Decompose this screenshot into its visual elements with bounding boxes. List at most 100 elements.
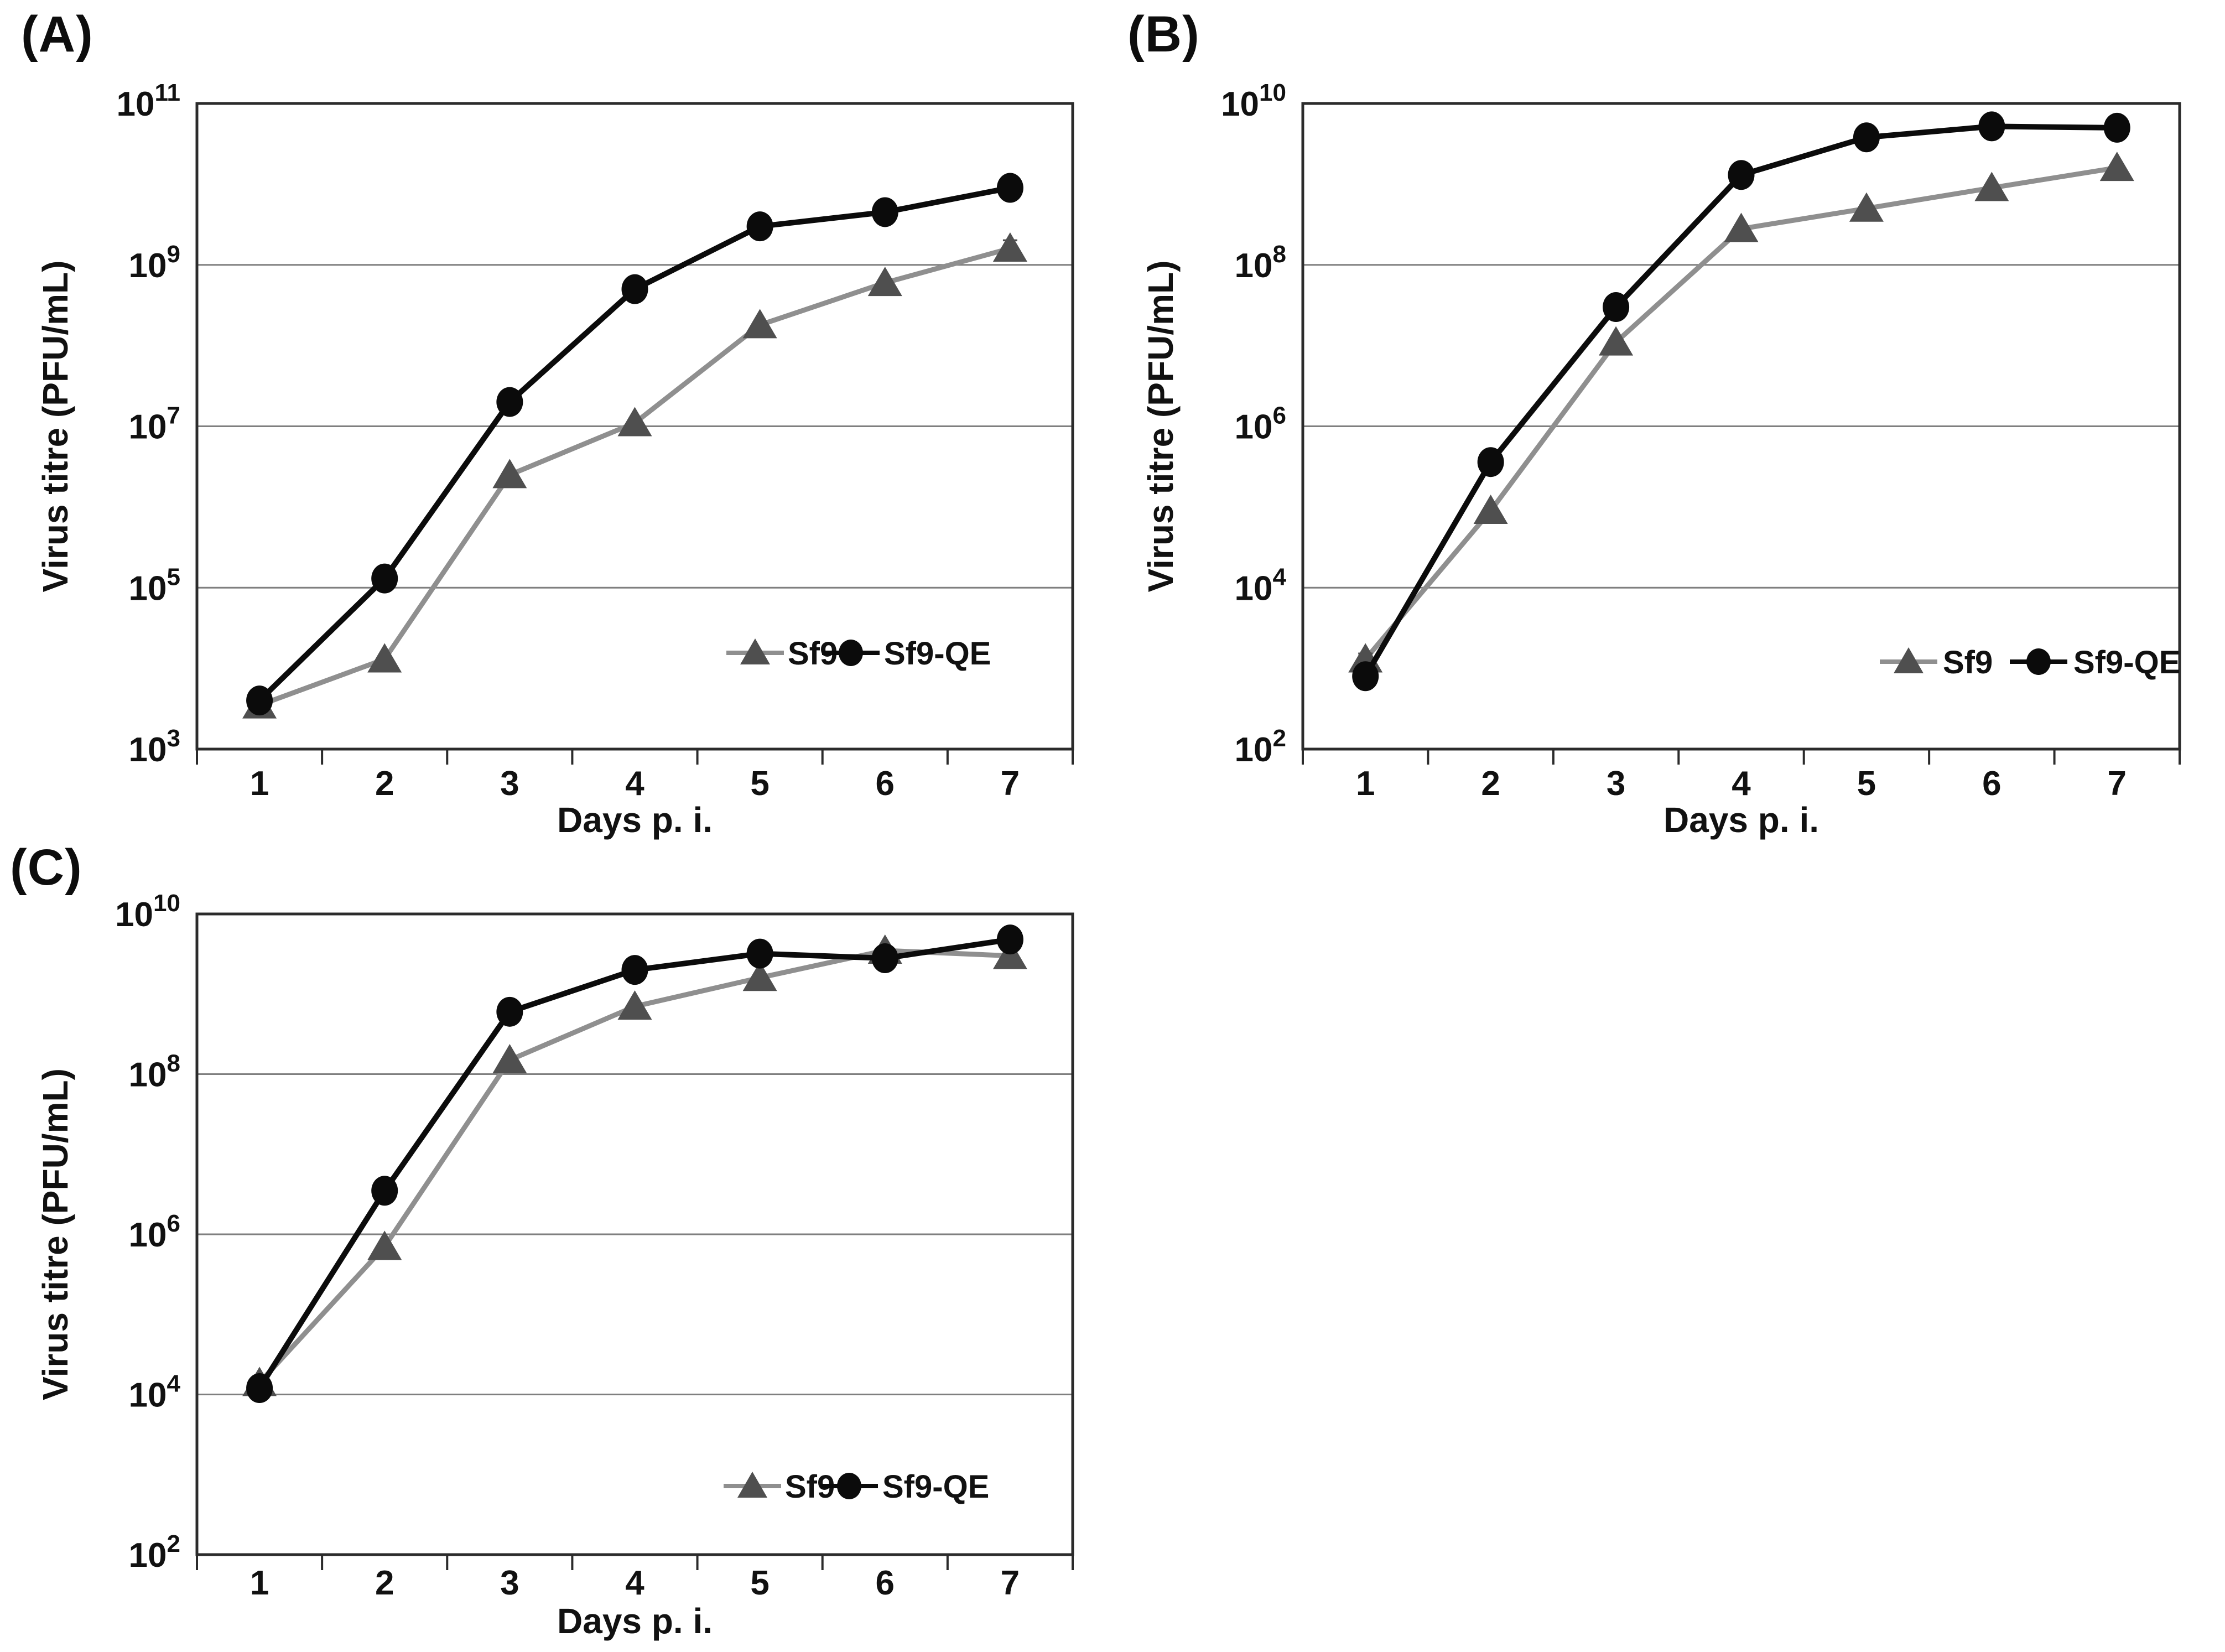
series-line [1363,123,2117,678]
x-tick-label: 1 [250,765,269,803]
y-tick-label: 104 [129,1370,181,1415]
x-axis-title: Days p. i. [557,800,713,840]
triangle-marker [367,643,402,673]
circle-marker [1728,160,1755,190]
y-tick-label: 1011 [117,79,180,123]
series-sf9 [242,934,1027,1396]
circle-marker [496,387,523,417]
triangle-marker [2099,152,2134,181]
circle-marker [871,943,898,974]
y-tick-label: 1010 [115,890,180,934]
legend: Sf9 Sf9-QE [726,636,991,672]
legend: Sf9 Sf9-QE [724,1469,989,1505]
x-tick-label: 2 [1481,765,1500,803]
x-tick-label: 3 [500,1564,519,1602]
y-tick-label: 108 [129,1050,180,1094]
legend-label: Sf9-QE [2073,645,2180,680]
circle-marker [1978,111,2005,142]
circle-icon [839,640,863,666]
x-tick-label: 7 [2108,765,2127,803]
panel-b-chart: 102 104 106 108 1010 1 2 3 4 5 6 7 Days p. i. Virus t… [1141,79,2181,840]
circle-marker [996,173,1023,203]
x-tick-label: 5 [750,765,769,803]
series-sf9-qe [246,173,1023,716]
panel-a-chart: 103 105 107 109 1011 1 2 3 4 5 6 7 Days p. i. Virus t… [35,79,1074,840]
y-axis-title: Virus titre (PFU/mL) [35,1068,75,1400]
series-sf9-qe [246,924,1023,1404]
y-tick-label: 102 [129,1530,180,1575]
series-sf9 [1348,152,2134,673]
circle-marker [621,274,648,304]
x-tick-label: 3 [1607,765,1625,803]
x-tick-label: 6 [876,1564,895,1602]
x-axis-title: Days p. i. [557,1601,713,1641]
circle-marker [746,938,773,969]
x-tick-label: 7 [1001,765,1020,803]
triangle-marker [1473,495,1508,524]
triangle-marker [742,309,777,339]
x-tick-label: 3 [500,765,519,803]
circle-marker [1603,292,1630,323]
triangle-marker [992,939,1027,969]
legend-label: Sf9 [1943,645,1993,680]
legend-label: Sf9-QE [882,1469,989,1505]
triangle-marker [867,267,902,297]
triangle-marker [1599,326,1634,356]
circle-marker [371,1176,398,1206]
x-tick-label: 5 [1857,765,1876,803]
panel-c-chart: 102 104 106 108 1010 1 2 3 4 5 6 7 Days p. i. Virus t… [35,890,1074,1641]
x-tick-label: 7 [1001,1564,1020,1602]
y-tick-label: 103 [129,725,180,769]
series-sf9-qe [1352,111,2130,692]
circle-marker [746,211,773,242]
triangle-marker [492,1044,527,1074]
circle-marker [371,563,398,594]
triangle-marker [617,407,652,437]
plot-frame [195,912,1074,1556]
circle-marker [246,1373,273,1404]
triangle-marker [742,962,777,991]
triangle-marker [617,990,652,1020]
legend-label: Sf9-QE [884,636,991,672]
circle-marker [1853,122,1880,153]
x-tick-label: 1 [1356,765,1375,803]
x-tick-label: 4 [625,765,644,803]
y-tick-label: 102 [1235,725,1286,769]
y-tick-label: 105 [129,563,180,607]
triangle-marker [492,459,527,489]
circle-marker [246,685,273,716]
y-tick-label: 1010 [1221,79,1286,123]
x-tick-label: 1 [250,1564,269,1602]
circle-marker [871,197,898,227]
circle-marker [621,955,648,985]
x-tick-label: 6 [876,765,895,803]
legend: Sf9 Sf9-QE [1880,645,2180,680]
circle-icon [837,1473,861,1499]
triangle-marker [1724,212,1759,242]
circle-marker [2103,112,2130,143]
triangle-icon [737,1472,767,1498]
y-tick-label: 106 [129,1210,180,1254]
circle-marker [496,996,523,1027]
y-axis-title: Virus titre (PFU/mL) [1141,261,1181,593]
plot-frame [195,102,1074,751]
triangle-marker [1849,192,1884,222]
y-tick-label: 108 [1235,241,1286,285]
x-tick-label: 5 [750,1564,769,1602]
panel-label-a: (A) [21,6,93,63]
x-axis-title: Days p. i. [1663,800,1819,840]
triangle-icon [740,638,770,664]
x-tick-label: 6 [1982,765,2001,803]
panel-label-c: (C) [10,839,82,896]
triangle-icon [1894,647,1924,673]
circle-marker [1352,661,1379,692]
circle-icon [2026,648,2051,675]
triangle-marker [1974,172,2009,201]
triangle-marker [367,1230,402,1260]
x-tick-label: 4 [1732,765,1751,803]
y-tick-label: 104 [1235,563,1287,607]
panel-label-b: (B) [1127,6,1200,63]
circle-marker [1477,447,1504,477]
